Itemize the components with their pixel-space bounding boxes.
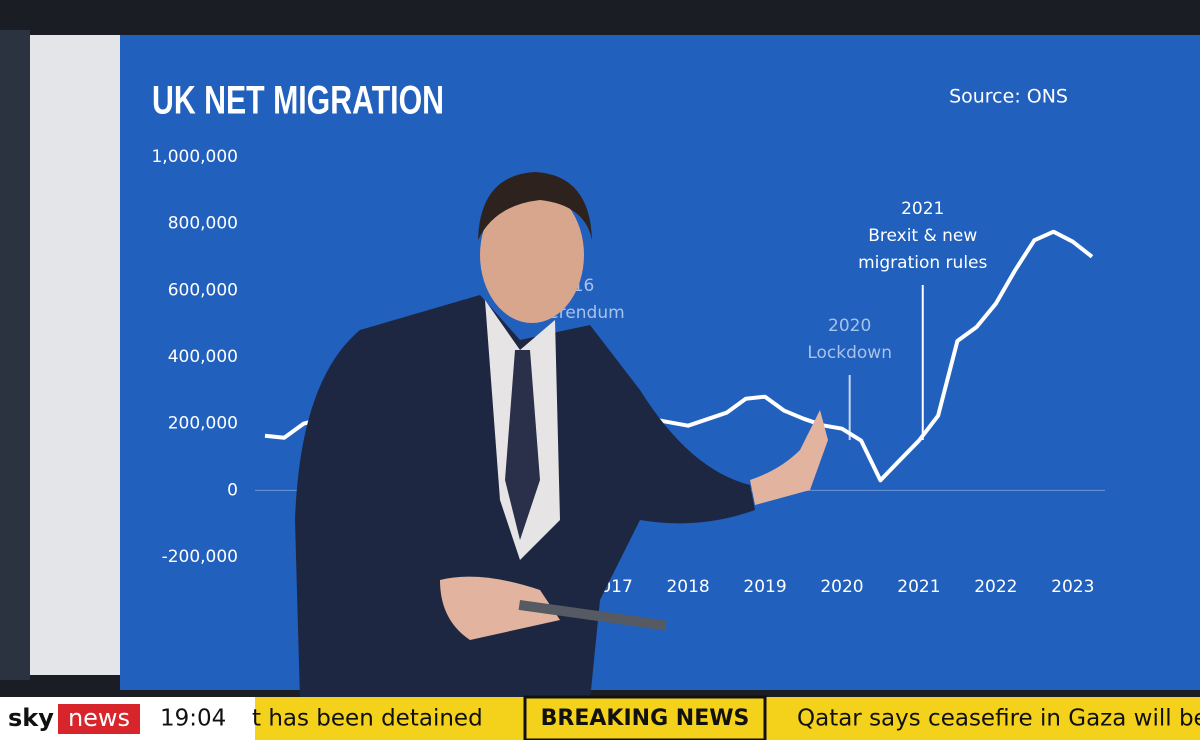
headline: Qatar says ceasefire in Gaza will be xyxy=(797,706,1200,732)
y-tick-label: 400,000 xyxy=(168,347,238,367)
annotation: Brexit & new xyxy=(868,226,977,246)
y-tick-label: 1,000,000 xyxy=(151,147,238,167)
hair xyxy=(478,172,592,240)
logo-news-box xyxy=(58,704,140,734)
y-tick-label: -200,000 xyxy=(162,547,238,567)
annotation: 2020 xyxy=(828,316,871,336)
chart-title: UK NET MIGRATION xyxy=(152,79,444,123)
video-wall xyxy=(120,35,1200,690)
breaking-label: BREAKING NEWS xyxy=(541,706,750,731)
ticker: sky news 19:04 t has been detained BREAK… xyxy=(0,695,1200,752)
previous-headline: t has been detained xyxy=(252,706,483,732)
hand xyxy=(750,410,828,505)
x-tick-label: 2023 xyxy=(1051,577,1094,597)
studio-left xyxy=(0,30,30,680)
breaking-box xyxy=(523,695,767,742)
y-tick-label: 200,000 xyxy=(168,414,238,434)
y-tick-label: 600,000 xyxy=(168,280,238,300)
source: Source: ONS xyxy=(949,86,1068,108)
y-tick-label: 800,000 xyxy=(168,214,238,234)
annotation: Lockdown xyxy=(807,343,892,363)
tablet xyxy=(518,600,667,631)
annotation: migration rules xyxy=(858,253,987,273)
time: 19:04 xyxy=(160,706,226,732)
annotation: 2021 xyxy=(901,199,944,219)
x-tick-label: 2020 xyxy=(820,577,863,597)
tie xyxy=(505,350,540,540)
side-panel xyxy=(30,35,120,675)
x-tick-label: 2022 xyxy=(974,577,1017,597)
presenter xyxy=(295,172,828,700)
ticker-bottom xyxy=(0,740,1200,752)
logo-news: news xyxy=(68,704,130,732)
y-tick-label: 0 xyxy=(227,480,238,500)
x-tick-label: 2018 xyxy=(666,577,709,597)
hand xyxy=(440,576,560,640)
face xyxy=(480,187,584,323)
x-tick-label: 2019 xyxy=(743,577,786,597)
x-tick-label: 2021 xyxy=(897,577,940,597)
logo-sky: sky xyxy=(8,704,54,732)
